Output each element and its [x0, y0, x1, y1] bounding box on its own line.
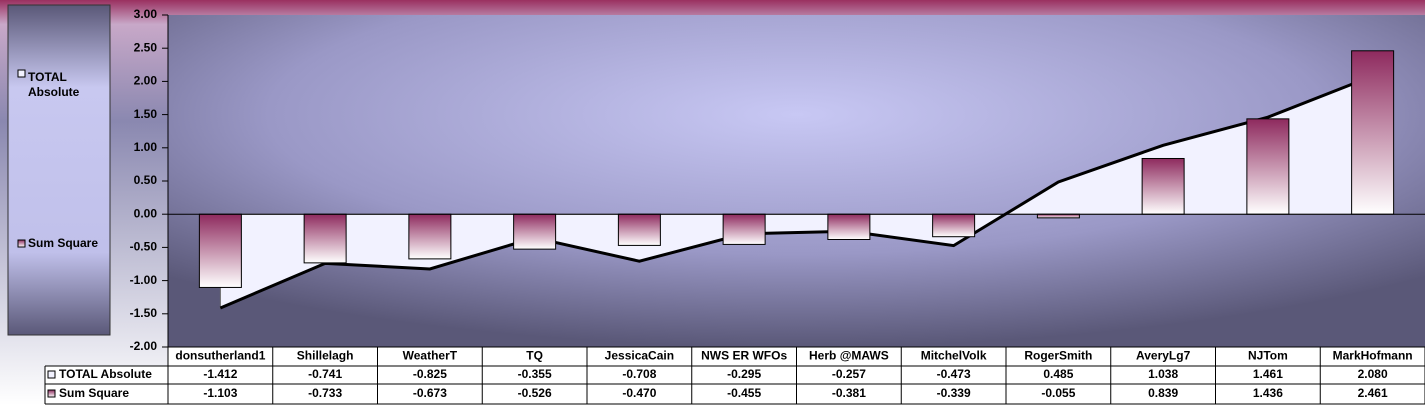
- legend-label: Sum Square: [28, 236, 98, 250]
- table-cell: -0.473: [937, 367, 971, 381]
- table-cell: 2.461: [1358, 386, 1388, 400]
- bar: [1246, 118, 1290, 215]
- table-cell: -0.257: [832, 367, 866, 381]
- table-cell: -0.381: [832, 386, 866, 400]
- table-cell: -1.103: [203, 386, 237, 400]
- bar: [722, 213, 766, 245]
- x-tick-label: WeatherT: [403, 349, 458, 363]
- table-cell: 0.485: [1043, 367, 1073, 381]
- legend-box: [7, 4, 111, 336]
- table-cell: 1.461: [1253, 367, 1283, 381]
- legend-label: TOTAL Absolute: [28, 70, 80, 99]
- table-cell: 1.436: [1253, 386, 1283, 400]
- table-row-label: Sum Square: [59, 386, 129, 400]
- table-cell: -0.741: [308, 367, 342, 381]
- x-tick-label: MarkHofmann: [1333, 349, 1413, 363]
- table-key: [47, 389, 56, 398]
- bar: [1351, 50, 1395, 215]
- table-cell: -0.526: [518, 386, 552, 400]
- table-cell: -0.470: [622, 386, 656, 400]
- bar: [408, 213, 452, 260]
- bar: [827, 213, 871, 240]
- table-cell: -0.673: [413, 386, 447, 400]
- y-tick-label: -0.50: [130, 240, 158, 254]
- table-body: [45, 366, 1425, 405]
- y-tick-label: 2.50: [134, 40, 158, 54]
- table-cell: -0.825: [413, 367, 447, 381]
- table-cell: 2.080: [1358, 367, 1388, 381]
- table-cell: -0.733: [308, 386, 342, 400]
- x-tick-label: NJTom: [1248, 349, 1288, 363]
- table-cell: -0.055: [1041, 386, 1075, 400]
- x-tick-label: TQ: [526, 349, 543, 363]
- y-tick-label: 2.00: [134, 74, 158, 88]
- table-key: [47, 370, 56, 379]
- table-cell: -0.455: [727, 386, 761, 400]
- bar: [303, 213, 347, 264]
- table-cell: -1.412: [203, 367, 237, 381]
- y-tick-label: 0.00: [134, 206, 158, 220]
- bar: [1036, 213, 1080, 219]
- x-tick-label: MitchelVolk: [921, 349, 987, 363]
- bar: [617, 213, 661, 246]
- bar: [1141, 157, 1185, 215]
- table-cell: -0.339: [937, 386, 971, 400]
- x-tick-label: JessicaCain: [605, 349, 674, 363]
- legend-key: [17, 69, 26, 78]
- table-cell: -0.355: [518, 367, 552, 381]
- x-tick-label: donsutherland1: [175, 349, 265, 363]
- bar: [513, 213, 557, 250]
- y-tick-label: -2.00: [130, 339, 158, 353]
- y-tick-label: 3.00: [134, 7, 158, 21]
- bar: [198, 213, 242, 288]
- table-cell: 1.038: [1148, 367, 1178, 381]
- y-tick-label: 1.00: [134, 140, 158, 154]
- y-tick-label: -1.00: [130, 273, 158, 287]
- table-cell: -0.295: [727, 367, 761, 381]
- table-row-label: TOTAL Absolute: [59, 367, 152, 381]
- table-cell: 0.839: [1148, 386, 1178, 400]
- legend-key: [17, 239, 26, 248]
- x-tick-label: Herb @MAWS: [809, 349, 889, 363]
- x-tick-label: RogerSmith: [1024, 349, 1092, 363]
- y-tick-label: 1.50: [134, 107, 158, 121]
- x-tick-label: NWS ER WFOs: [701, 349, 787, 363]
- x-tick-label: AveryLg7: [1136, 349, 1191, 363]
- x-tick-label: Shillelagh: [297, 349, 354, 363]
- bar: [932, 213, 976, 238]
- y-tick-label: 0.50: [134, 173, 158, 187]
- y-tick-label: -1.50: [130, 306, 158, 320]
- table-cell: -0.708: [622, 367, 656, 381]
- area-line: [219, 74, 1374, 310]
